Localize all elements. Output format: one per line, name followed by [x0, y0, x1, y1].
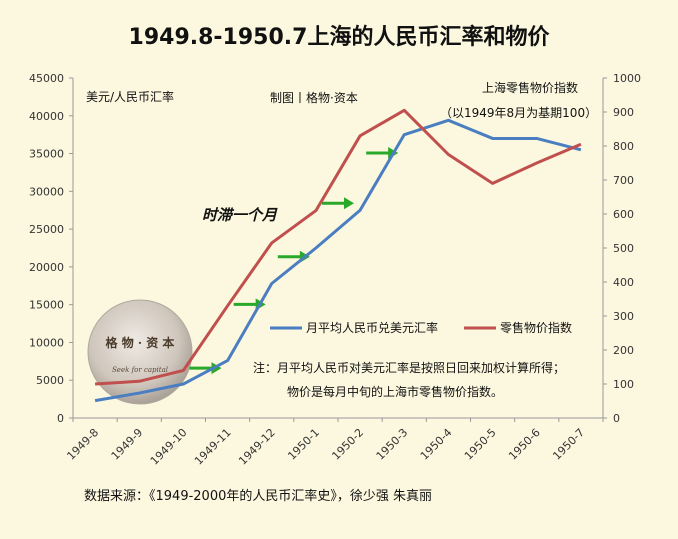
- legend-label-price-index: 零售物价指数: [500, 320, 572, 335]
- right-tick-label: 800: [613, 140, 634, 153]
- left-axis-title: 美元/人民币汇率: [86, 89, 174, 104]
- lag-annotation: 时滞一个月: [202, 206, 278, 224]
- left-tick-label: 40000: [29, 110, 64, 123]
- left-tick-label: 35000: [29, 148, 64, 161]
- legend-label-exchange-rate: 月平均人民币兑美元汇率: [306, 320, 438, 335]
- seal-logo: 格 物 · 资 本 Seek for capital: [87, 299, 193, 405]
- chart-title: 1949.8-1950.7上海的人民币汇率和物价: [129, 24, 551, 50]
- right-axis-title: 上海零售物价指数: [482, 80, 578, 95]
- left-tick-label: 45000: [29, 72, 64, 85]
- left-tick-label: 10000: [29, 336, 64, 349]
- right-tick-label: 500: [613, 242, 634, 255]
- left-tick-label: 5000: [36, 374, 64, 387]
- right-tick-label: 600: [613, 208, 634, 221]
- right-tick-label: 300: [613, 310, 634, 323]
- right-tick-label: 700: [613, 174, 634, 187]
- series-line-exchange-rate: [94, 118, 582, 403]
- chart-credit: 制图丨格物·资本: [270, 90, 358, 105]
- left-tick-label: 0: [57, 412, 64, 425]
- right-tick-label: 1000: [613, 72, 641, 85]
- seal-subtext: Seek for capital: [112, 366, 168, 374]
- note-line-2: 物价是每月中旬的上海市零售物价指数。: [287, 384, 503, 399]
- right-axis-subtitle: （以1949年8月为基期100）: [440, 106, 597, 120]
- left-tick-labels: 0 5000 10000 15000 20000 25000 30000 35000 40000…: [29, 72, 73, 425]
- data-source: 数据来源：《1949-2000年的人民币汇率史》，徐少强 朱真丽: [84, 488, 432, 504]
- right-tick-label: 0: [613, 412, 620, 425]
- seal-text: 格 物 · 资 本: [106, 335, 175, 350]
- legend: 月平均人民币兑美元汇率 零售物价指数: [270, 320, 572, 335]
- note-line-1: 注：月平均人民币对美元汇率是按照日回来加权计算所得；: [253, 360, 565, 375]
- right-tick-label: 100: [613, 378, 634, 391]
- left-tick-label: 30000: [29, 185, 64, 198]
- series-line-price-index: [94, 108, 582, 386]
- left-tick-label: 15000: [29, 299, 64, 312]
- lag-arrow-head: [344, 197, 354, 210]
- right-tick-label: 400: [613, 276, 634, 289]
- right-tick-labels: 0 100 200 300 400 500 600 700 800 900 1000: [603, 72, 641, 425]
- right-tick-label: 200: [613, 344, 634, 357]
- left-tick-label: 20000: [29, 261, 64, 274]
- right-tick-label: 900: [613, 106, 634, 119]
- seal-circle: [87, 299, 193, 405]
- left-tick-label: 25000: [29, 223, 64, 236]
